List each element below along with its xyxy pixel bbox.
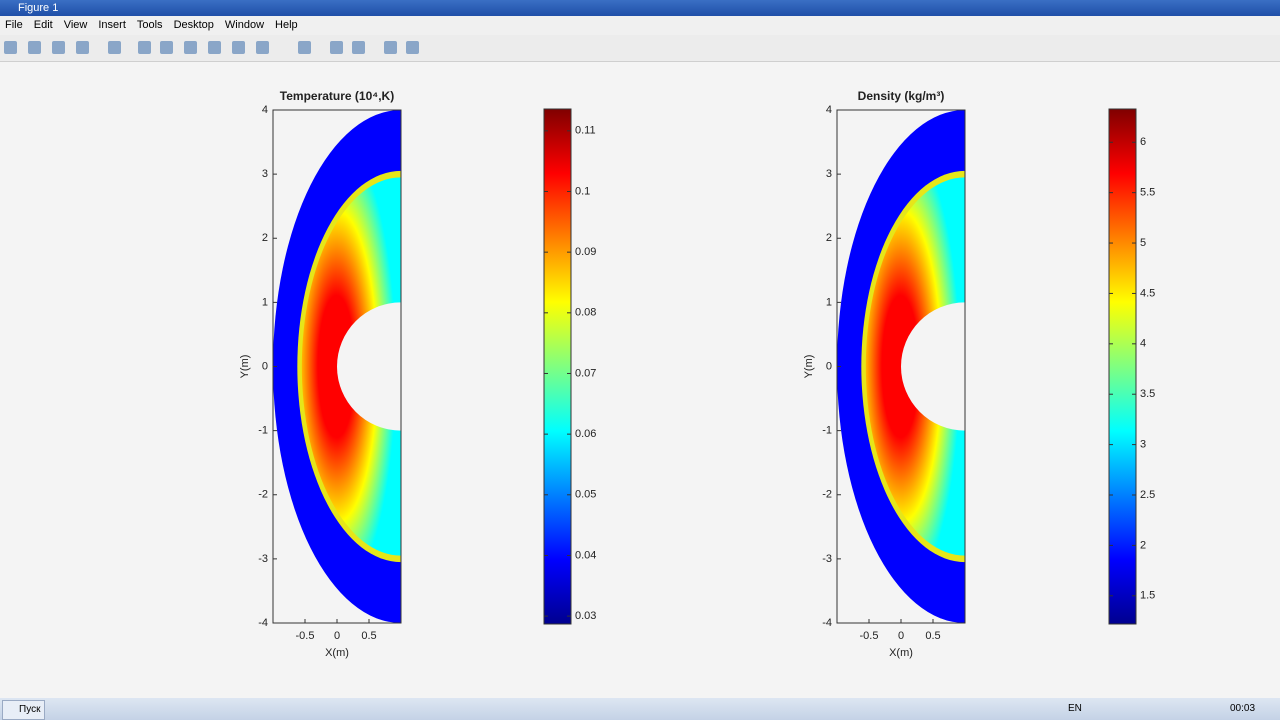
y-tick-label: 1	[262, 296, 268, 308]
tool-button[interactable]	[298, 41, 311, 54]
y-tick-label: 4	[826, 104, 832, 116]
colorbar	[1108, 108, 1137, 625]
axes-title: Temperature (10⁴,K)	[280, 89, 394, 103]
menu-item[interactable]: View	[63, 19, 88, 31]
y-tick-label: 4	[262, 104, 268, 116]
colorbar-tick-label: 5	[1140, 237, 1146, 249]
colorbar-tick-label: 1.5	[1140, 590, 1155, 602]
y-tick-label: -1	[258, 425, 268, 437]
colorbar-tick-label: 5.5	[1140, 187, 1155, 199]
tool-button[interactable]	[384, 41, 397, 54]
menu-bar: File Edit View Insert Tools Desktop Window Help	[0, 16, 1280, 35]
tool-button[interactable]	[52, 41, 65, 54]
colorbar-tick-label: 0.11	[575, 125, 596, 137]
tool-button[interactable]	[76, 41, 89, 54]
y-tick-label: 2	[826, 232, 832, 244]
tool-button[interactable]	[108, 41, 121, 54]
colorbar-tick-label: 0.06	[575, 428, 596, 440]
colorbar-tick-label: 2	[1140, 539, 1146, 551]
axes-title: Density (kg/m³)	[858, 89, 945, 103]
menu-item[interactable]: Edit	[33, 19, 53, 31]
y-tick-label: -3	[822, 553, 832, 565]
body-hole	[901, 302, 965, 431]
y-tick-label: -4	[258, 617, 268, 629]
y-tick-label: -1	[822, 425, 832, 437]
y-axis-label: Y(m)	[239, 355, 251, 379]
tool-button[interactable]	[4, 41, 17, 54]
heatmap	[273, 110, 401, 623]
colorbar	[543, 108, 572, 625]
x-tick-label: -0.5	[860, 630, 879, 642]
colorbar-tick-label: 3.5	[1140, 388, 1155, 400]
colorbar-tick-label: 4.5	[1140, 287, 1155, 299]
tool-button[interactable]	[256, 41, 269, 54]
menu-item[interactable]: Tools	[136, 19, 163, 31]
colorbar-tick-label: 0.04	[575, 549, 596, 561]
y-tick-label: 0	[826, 360, 832, 372]
start-button[interactable]: Пуск	[2, 700, 46, 720]
y-tick-label: 2	[262, 232, 268, 244]
tool-button[interactable]	[208, 41, 221, 54]
y-tick-label: 1	[826, 296, 832, 308]
colorbar-tick-label: 2.5	[1140, 489, 1155, 501]
x-tick-label: 0.5	[361, 630, 376, 642]
tool-button[interactable]	[352, 41, 365, 54]
figure: Temperature (10⁴,K) X(m) Y(m) -0.5 0 0.5 -4 -3 -…	[239, 89, 1155, 659]
x-tick-label: 0	[334, 630, 340, 642]
colorbar-tick-label: 0.03	[575, 610, 596, 622]
y-axis-label: Y(m)	[803, 355, 815, 379]
tool-button[interactable]	[138, 41, 151, 54]
tool-button[interactable]	[232, 41, 245, 54]
colorbar-tick-label: 0.07	[575, 367, 596, 379]
tool-button[interactable]	[184, 41, 197, 54]
colorbar-tick-label: 6	[1140, 136, 1146, 148]
colorbar-tick-label: 0.05	[575, 489, 596, 501]
menu-item[interactable]: Insert	[98, 19, 126, 31]
x-tick-label: 0	[898, 630, 904, 642]
y-tick-label: 3	[826, 168, 832, 180]
tool-button[interactable]	[330, 41, 343, 54]
colorbar-tick-label: 0.08	[575, 307, 596, 319]
y-tick-label: 3	[262, 168, 268, 180]
language[interactable]: EN	[1068, 703, 1082, 714]
colorbar-tick-label: 0.1	[575, 185, 590, 197]
x-tick-label: -0.5	[296, 630, 315, 642]
window-title: Figure 1	[18, 2, 59, 14]
heatmap	[837, 110, 965, 623]
y-tick-label: -4	[822, 617, 832, 629]
y-tick-label: -2	[258, 489, 268, 501]
toolbar	[0, 35, 1280, 62]
menu-item[interactable]: Help	[275, 19, 298, 31]
colorbar-tick-label: 4	[1140, 338, 1146, 350]
menu-item[interactable]: Desktop	[173, 19, 214, 31]
tool-button[interactable]	[406, 41, 419, 54]
y-tick-label: -2	[822, 489, 832, 501]
x-tick-label: 0.5	[925, 630, 940, 642]
colorbar-tick-label: 0.09	[575, 246, 596, 258]
clock: 00:03	[1230, 703, 1256, 714]
x-axis-label: X(m)	[325, 647, 349, 659]
body-hole	[337, 302, 401, 431]
menu-item[interactable]: Window	[224, 19, 265, 31]
x-axis-label: X(m)	[889, 647, 913, 659]
tool-button[interactable]	[28, 41, 41, 54]
tool-button[interactable]	[160, 41, 173, 54]
title-bar: Figure 1	[0, 0, 1280, 16]
menu-item[interactable]: File	[5, 19, 23, 31]
colorbar-tick-label: 3	[1140, 439, 1146, 451]
y-tick-label: -3	[258, 553, 268, 565]
taskbar: Пуск EN 00:03	[0, 698, 1280, 720]
y-tick-label: 0	[262, 360, 268, 372]
